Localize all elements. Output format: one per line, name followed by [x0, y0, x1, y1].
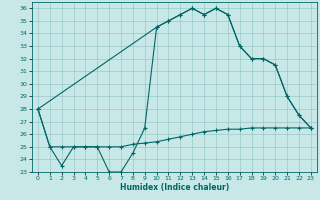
X-axis label: Humidex (Indice chaleur): Humidex (Indice chaleur): [120, 183, 229, 192]
